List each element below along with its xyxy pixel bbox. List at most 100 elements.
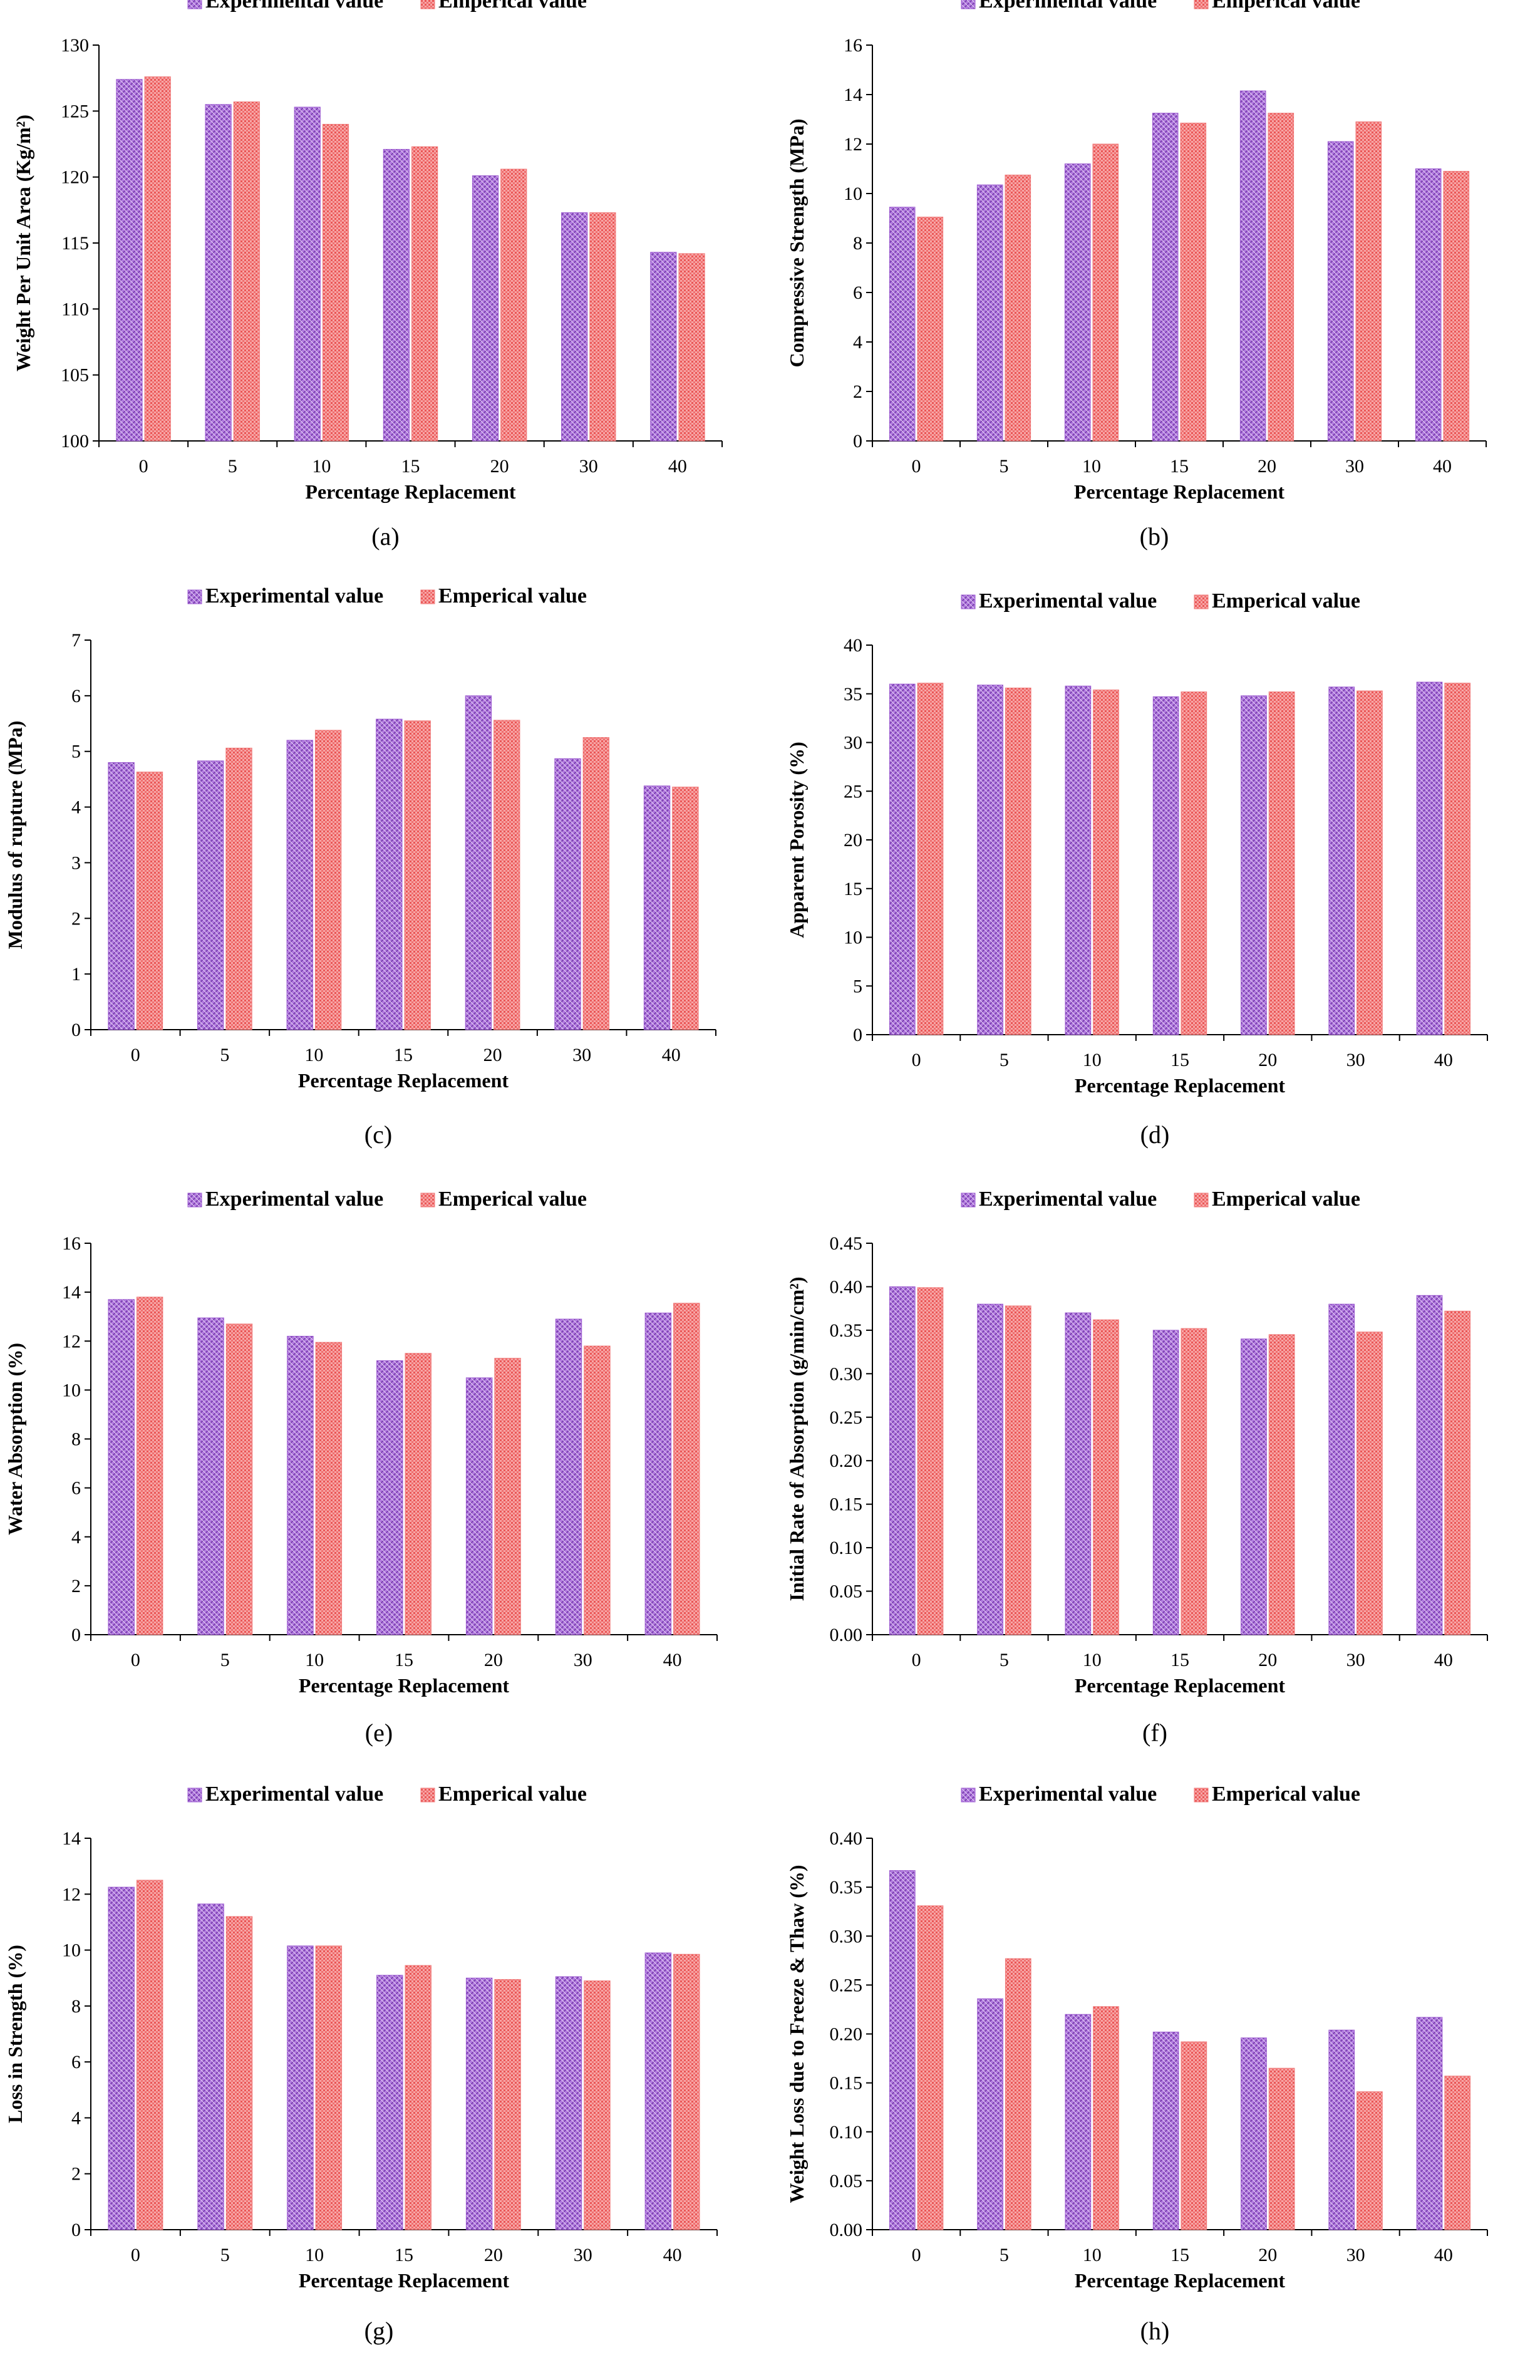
bar-experimental (1416, 681, 1443, 1035)
x-tick-label: 20 (483, 1045, 502, 1065)
y-tick-label: 0.05 (830, 2171, 863, 2191)
y-tick-label: 3 (71, 852, 81, 873)
bar-experimental (1152, 1330, 1179, 1635)
x-tick-label: 20 (1258, 1050, 1277, 1070)
bar-emperical (917, 683, 944, 1035)
panel-caption: (g) (364, 2317, 394, 2345)
y-tick-label: 100 (61, 431, 89, 452)
bar-experimental (976, 184, 1003, 442)
chart-panel-4: 0 2 4 6 8 10 12 14 16 0 5 10 15 20 30 40 Percentage Repl… (4, 1187, 718, 1747)
bar-emperical (584, 1345, 611, 1635)
x-tick-label: 10 (1083, 1650, 1102, 1670)
x-tick-label: 15 (395, 1650, 413, 1670)
bar-emperical (1444, 2076, 1471, 2230)
x-tick-label: 10 (312, 456, 331, 477)
chart-panel-1: 0 2 4 6 8 10 12 14 16 0 5 10 15 20 30 40 Percentage Repl… (785, 0, 1487, 551)
bar-emperical (1005, 687, 1031, 1035)
bar-experimental (1241, 695, 1267, 1035)
panel-caption: (f) (1142, 1719, 1167, 1747)
y-tick-label: 10 (844, 184, 862, 204)
legend-label-experimental: Experimental value (979, 1187, 1157, 1211)
bar-experimental (197, 1317, 224, 1635)
y-tick-label: 6 (71, 1478, 81, 1499)
bar-emperical (1181, 1328, 1207, 1635)
y-axis-label: Apparent Porosity (%) (785, 742, 808, 938)
y-tick-label: 12 (62, 1884, 81, 1905)
bar-experimental (465, 695, 492, 1030)
bar-experimental (555, 1318, 582, 1635)
x-tick-label: 10 (304, 1045, 323, 1065)
y-tick-label: 2 (853, 381, 862, 402)
x-tick-label: 30 (1346, 1650, 1365, 1670)
bar-emperical (1268, 691, 1295, 1035)
y-tick-label: 7 (71, 630, 81, 651)
bar-emperical (136, 772, 163, 1030)
y-tick-label: 5 (71, 742, 81, 762)
y-tick-label: 14 (62, 1282, 81, 1303)
bar-emperical (1268, 2067, 1295, 2230)
legend-swatch-experimental (187, 1193, 202, 1208)
y-axis-label: Compressive Strength (MPa) (785, 119, 808, 368)
y-tick-label: 10 (62, 1380, 81, 1400)
bar-experimental (472, 175, 499, 442)
bar-experimental (1327, 141, 1354, 442)
legend-swatch-experimental (961, 594, 976, 609)
x-tick-label: 5 (220, 1650, 230, 1670)
x-axis-label: Percentage Replacement (1075, 1674, 1286, 1697)
bar-experimental (1328, 1303, 1355, 1635)
legend-label-experimental: Experimental value (979, 589, 1157, 613)
bar-experimental (1415, 168, 1442, 442)
y-tick-label: 0 (71, 2220, 81, 2240)
x-tick-label: 15 (401, 456, 420, 477)
legend-swatch-emperical (1194, 1193, 1209, 1208)
bar-experimental (644, 1952, 672, 2230)
bar-experimental (465, 1377, 493, 1635)
bar-emperical (1355, 121, 1382, 442)
bar-emperical (1268, 113, 1295, 442)
panel-caption: (d) (1140, 1120, 1170, 1149)
bar-experimental (889, 1870, 916, 2230)
x-tick-label: 30 (1346, 1050, 1365, 1070)
y-tick-label: 8 (71, 1429, 81, 1450)
bar-emperical (314, 730, 342, 1030)
x-tick-label: 40 (1434, 1650, 1453, 1670)
y-tick-label: 10 (844, 928, 862, 948)
bar-emperical (1005, 1958, 1031, 2230)
legend-label-emperical: Emperical value (438, 584, 587, 608)
y-tick-label: 30 (844, 733, 862, 753)
legend-label-experimental: Experimental value (205, 1187, 383, 1211)
bar-emperical (1268, 1334, 1295, 1635)
bar-emperical (917, 217, 944, 442)
panel-caption: (h) (1140, 2317, 1170, 2345)
x-tick-label: 15 (1170, 456, 1189, 477)
y-tick-label: 0.25 (830, 1975, 863, 1995)
y-tick-label: 0.45 (830, 1233, 863, 1254)
legend-swatch-emperical (1194, 594, 1209, 609)
bar-emperical (136, 1880, 163, 2230)
x-tick-label: 30 (1345, 456, 1364, 477)
y-tick-label: 125 (61, 101, 89, 122)
x-tick-label: 10 (305, 2245, 324, 2265)
legend-swatch-experimental (187, 589, 202, 604)
bar-experimental (889, 1286, 916, 1635)
y-tick-label: 4 (71, 2108, 81, 2128)
bar-emperical (1357, 690, 1383, 1035)
x-tick-label: 30 (572, 1045, 591, 1065)
x-tick-label: 20 (484, 2245, 503, 2265)
bar-emperical (404, 720, 431, 1030)
bar-experimental (116, 79, 143, 442)
bar-emperical (315, 1342, 343, 1635)
y-tick-label: 0.40 (830, 1276, 863, 1297)
y-tick-label: 2 (71, 908, 81, 929)
y-tick-label: 110 (61, 299, 89, 319)
y-tick-label: 2 (71, 1576, 81, 1596)
x-tick-label: 40 (1433, 456, 1452, 477)
y-tick-label: 0.20 (830, 2024, 863, 2045)
bar-experimental (108, 1886, 135, 2230)
bar-emperical (589, 212, 616, 442)
y-tick-label: 6 (71, 686, 81, 706)
bar-experimental (1152, 696, 1179, 1035)
panel-caption: (a) (371, 522, 399, 551)
y-tick-label: 16 (844, 35, 862, 56)
legend-swatch-experimental (961, 1193, 976, 1208)
